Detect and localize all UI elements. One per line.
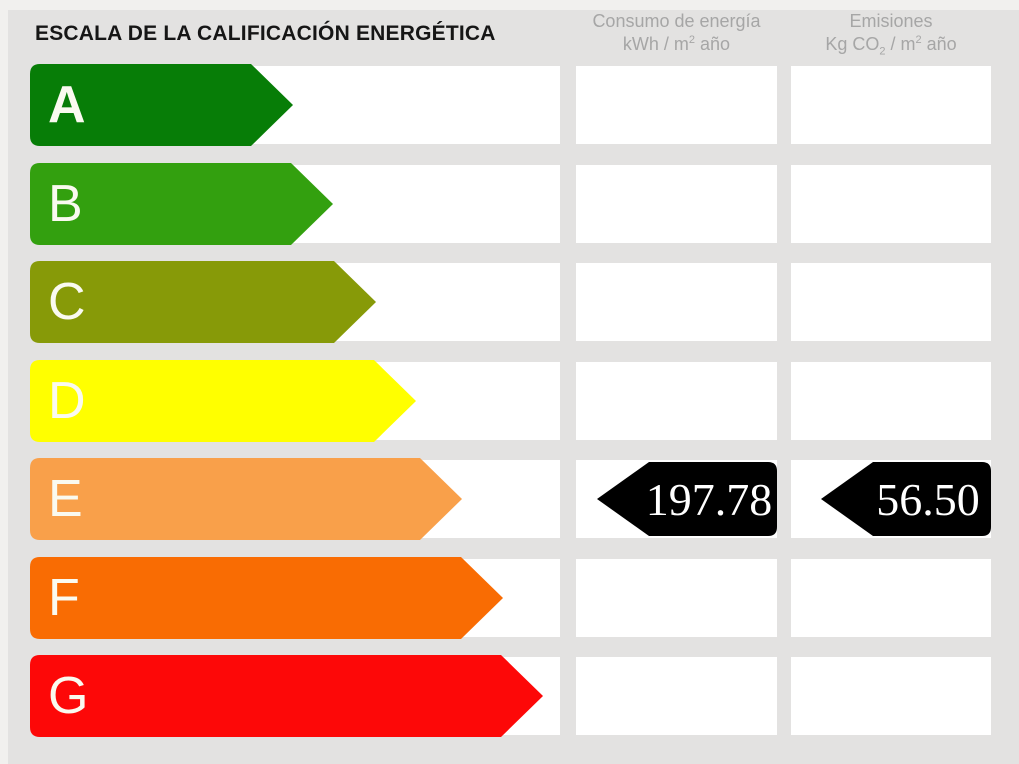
row-b-consumo-cell bbox=[576, 165, 777, 243]
rating-letter-f: F bbox=[48, 569, 80, 627]
rating-letter-g: G bbox=[48, 667, 89, 725]
left-arrow-badge-icon bbox=[821, 462, 991, 536]
row-a-consumo-cell bbox=[576, 66, 777, 144]
row-g-consumo-cell bbox=[576, 657, 777, 735]
column-header-consumo: Consumo de energía kWh / m2 año bbox=[576, 10, 777, 56]
consumo-value: 197.78 bbox=[645, 473, 773, 525]
consumo-header-line2: kWh / m2 año bbox=[622, 34, 731, 54]
row-g-emisiones-cell bbox=[791, 657, 991, 735]
row-d-consumo-cell bbox=[576, 362, 777, 440]
row-a-emisiones-cell bbox=[791, 66, 991, 144]
rating-arrow-d-icon bbox=[30, 360, 416, 442]
rating-letter-c: C bbox=[48, 273, 86, 331]
page-border-left bbox=[0, 0, 8, 764]
page-border-top bbox=[0, 0, 1019, 10]
rating-arrow-a-icon bbox=[30, 64, 293, 146]
column-header-emisiones: Emisiones Kg CO2 / m2 año bbox=[791, 10, 991, 58]
left-arrow-badge-icon bbox=[597, 462, 777, 536]
superscript-2: 2 bbox=[688, 34, 696, 46]
rating-arrow-f-icon bbox=[30, 557, 503, 639]
row-b-emisiones-cell bbox=[791, 165, 991, 243]
rating-arrow-b-icon bbox=[30, 163, 333, 245]
emisiones-header-line1: Emisiones bbox=[849, 11, 933, 31]
rating-letter-a: A bbox=[48, 76, 86, 134]
rating-arrow-g-icon bbox=[30, 655, 543, 737]
subscript-2: 2 bbox=[879, 45, 886, 58]
page-title: ESCALA DE LA CALIFICACIÓN ENERGÉTICA bbox=[35, 22, 496, 45]
rating-letter-d: D bbox=[48, 372, 86, 430]
rating-arrow-c-icon bbox=[30, 261, 376, 343]
row-d-emisiones-cell bbox=[791, 362, 991, 440]
rating-letter-e: E bbox=[48, 470, 83, 528]
rating-letter-b: B bbox=[48, 175, 83, 233]
row-f-emisiones-cell bbox=[791, 559, 991, 637]
rating-arrow-e-icon bbox=[30, 458, 462, 540]
consumo-value-badge: 197.78 bbox=[597, 462, 777, 536]
superscript-2: 2 bbox=[915, 34, 922, 46]
consumo-header-line1: Consumo de energía bbox=[592, 11, 761, 31]
row-c-emisiones-cell bbox=[791, 263, 991, 341]
emisiones-value: 56.50 bbox=[876, 473, 980, 525]
emisiones-header-line2: Kg CO2 / m2 año bbox=[825, 34, 957, 58]
emisiones-value-badge: 56.50 bbox=[821, 462, 991, 536]
row-f-consumo-cell bbox=[576, 559, 777, 637]
row-c-consumo-cell bbox=[576, 263, 777, 341]
